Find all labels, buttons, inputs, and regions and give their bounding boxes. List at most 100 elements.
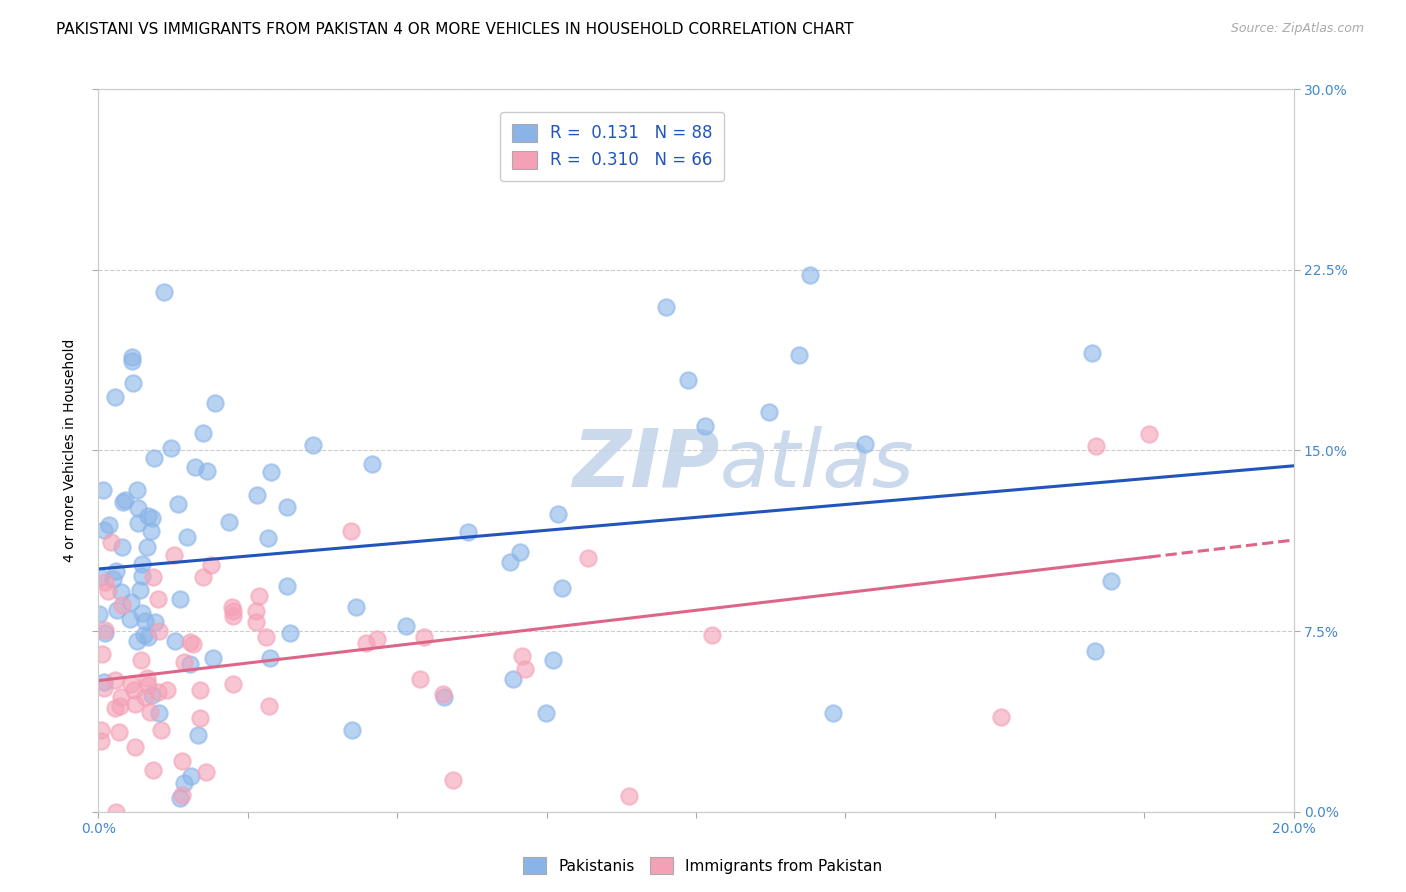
Point: [510, 648, 533, 663]
Point: [135, 540, 157, 554]
Point: [257, 698, 280, 713]
Point: [218, 515, 240, 529]
Point: [181, 636, 204, 650]
Point: [1084, 644, 1107, 658]
Point: [149, 723, 172, 738]
Point: [245, 615, 267, 630]
Point: [221, 608, 243, 623]
Point: [340, 723, 363, 738]
Point: [132, 628, 155, 642]
Point: [148, 706, 170, 721]
Point: [169, 591, 191, 606]
Point: [136, 508, 159, 523]
Point: [141, 689, 163, 703]
Point: [700, 628, 723, 642]
Y-axis label: 4 or more Vehicles in Household: 4 or more Vehicles in Household: [63, 339, 77, 562]
Point: [131, 607, 153, 621]
Point: [125, 483, 148, 498]
Point: [344, 599, 367, 614]
Point: [131, 568, 153, 582]
Point: [136, 630, 159, 644]
Point: [200, 558, 222, 572]
Point: [134, 690, 156, 705]
Point: [156, 683, 179, 698]
Point: [142, 450, 165, 465]
Point: [184, 460, 207, 475]
Point: [676, 373, 699, 387]
Point: [222, 604, 245, 618]
Point: [90, 734, 112, 748]
Point: [502, 672, 524, 686]
Text: atlas: atlas: [720, 425, 915, 504]
Point: [111, 495, 134, 509]
Point: [245, 604, 267, 618]
Point: [195, 764, 218, 779]
Point: [124, 698, 146, 712]
Point: [97, 584, 120, 599]
Point: [94, 626, 117, 640]
Point: [354, 636, 377, 650]
Point: [1099, 574, 1122, 588]
Point: [110, 585, 132, 599]
Point: [93, 574, 115, 589]
Point: [172, 754, 194, 768]
Point: [260, 465, 283, 479]
Point: [100, 535, 122, 549]
Point: [104, 673, 127, 688]
Point: [146, 685, 169, 699]
Point: [433, 690, 456, 704]
Point: [111, 598, 134, 612]
Point: [302, 437, 325, 451]
Point: [276, 500, 298, 514]
Point: [173, 655, 195, 669]
Point: [280, 625, 302, 640]
Point: [145, 615, 167, 629]
Point: [534, 706, 557, 721]
Point: [93, 524, 115, 538]
Point: [179, 657, 201, 671]
Point: [101, 572, 124, 586]
Point: [366, 632, 388, 646]
Point: [172, 789, 194, 803]
Point: [104, 700, 127, 714]
Point: [245, 488, 267, 502]
Point: [120, 595, 142, 609]
Point: [695, 418, 717, 433]
Point: [499, 555, 522, 569]
Point: [136, 677, 159, 691]
Point: [120, 677, 142, 691]
Point: [142, 763, 165, 777]
Point: [166, 497, 188, 511]
Point: [361, 458, 384, 472]
Point: [146, 592, 169, 607]
Point: [180, 769, 202, 783]
Point: [110, 699, 132, 714]
Point: [131, 653, 153, 667]
Point: [141, 524, 163, 539]
Point: [254, 630, 277, 644]
Point: [190, 683, 212, 698]
Point: [134, 615, 156, 629]
Point: [257, 531, 280, 545]
Point: [94, 623, 117, 637]
Point: [97, 517, 120, 532]
Point: [187, 728, 209, 742]
Point: [855, 437, 877, 451]
Point: [139, 705, 162, 719]
Point: [91, 483, 114, 497]
Text: PAKISTANI VS IMMIGRANTS FROM PAKISTAN 4 OR MORE VEHICLES IN HOUSEHOLD CORRELATIO: PAKISTANI VS IMMIGRANTS FROM PAKISTAN 4 …: [56, 22, 853, 37]
Point: [128, 582, 150, 597]
Text: ZIP: ZIP: [572, 425, 720, 504]
Point: [110, 540, 132, 554]
Point: [105, 805, 128, 819]
Point: [179, 635, 201, 649]
Point: [104, 564, 127, 578]
Point: [148, 624, 170, 639]
Point: [655, 300, 678, 314]
Point: [339, 524, 361, 539]
Point: [409, 673, 432, 687]
Legend: R =  0.131   N = 88, R =  0.310   N = 66: R = 0.131 N = 88, R = 0.310 N = 66: [501, 112, 724, 181]
Point: [202, 651, 225, 665]
Point: [141, 511, 163, 525]
Point: [87, 607, 110, 622]
